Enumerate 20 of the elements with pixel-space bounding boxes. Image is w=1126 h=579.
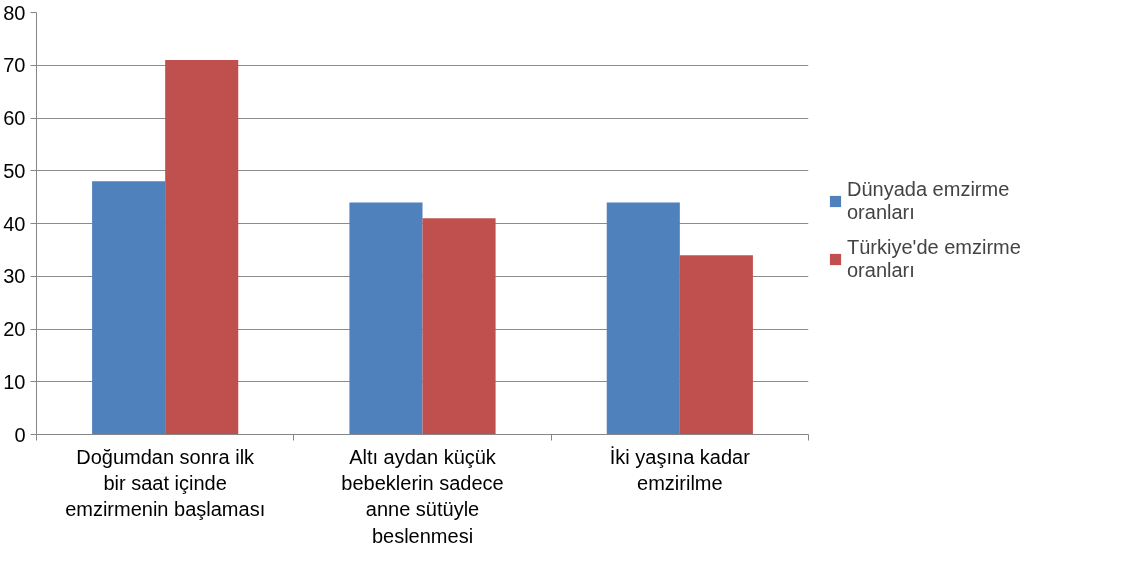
legend-label: Türkiye'de emzirme oranları [847, 235, 1021, 282]
y-tick-label: 50 [3, 159, 26, 182]
y-tick-label: 30 [3, 265, 26, 288]
y-tick-label: 20 [3, 318, 26, 340]
y-tick-label: 40 [3, 212, 26, 235]
bar [606, 202, 680, 435]
x-tick-label: Altı aydan küçük bebeklerin sadece anne sütüyle beslenmesi [341, 445, 504, 547]
x-tick-label: Doğumdan sonra ilk bir saat içinde emzirmenin başlaması [65, 445, 266, 521]
bar [165, 59, 239, 435]
y-tick-label: 0 [14, 423, 26, 446]
y-tick-label: 80 [3, 1, 26, 24]
bar [92, 181, 166, 435]
legend-label: Dünyada emzirme oranları [847, 177, 1010, 224]
x-tick-label: İki yaşına kadar emzirilme [609, 445, 751, 494]
y-tick-label: 10 [3, 370, 26, 393]
bar [349, 202, 423, 435]
bar [422, 218, 496, 435]
y-tick-label: 70 [3, 54, 26, 77]
bar [679, 255, 753, 435]
y-tick-label: 60 [3, 107, 26, 129]
